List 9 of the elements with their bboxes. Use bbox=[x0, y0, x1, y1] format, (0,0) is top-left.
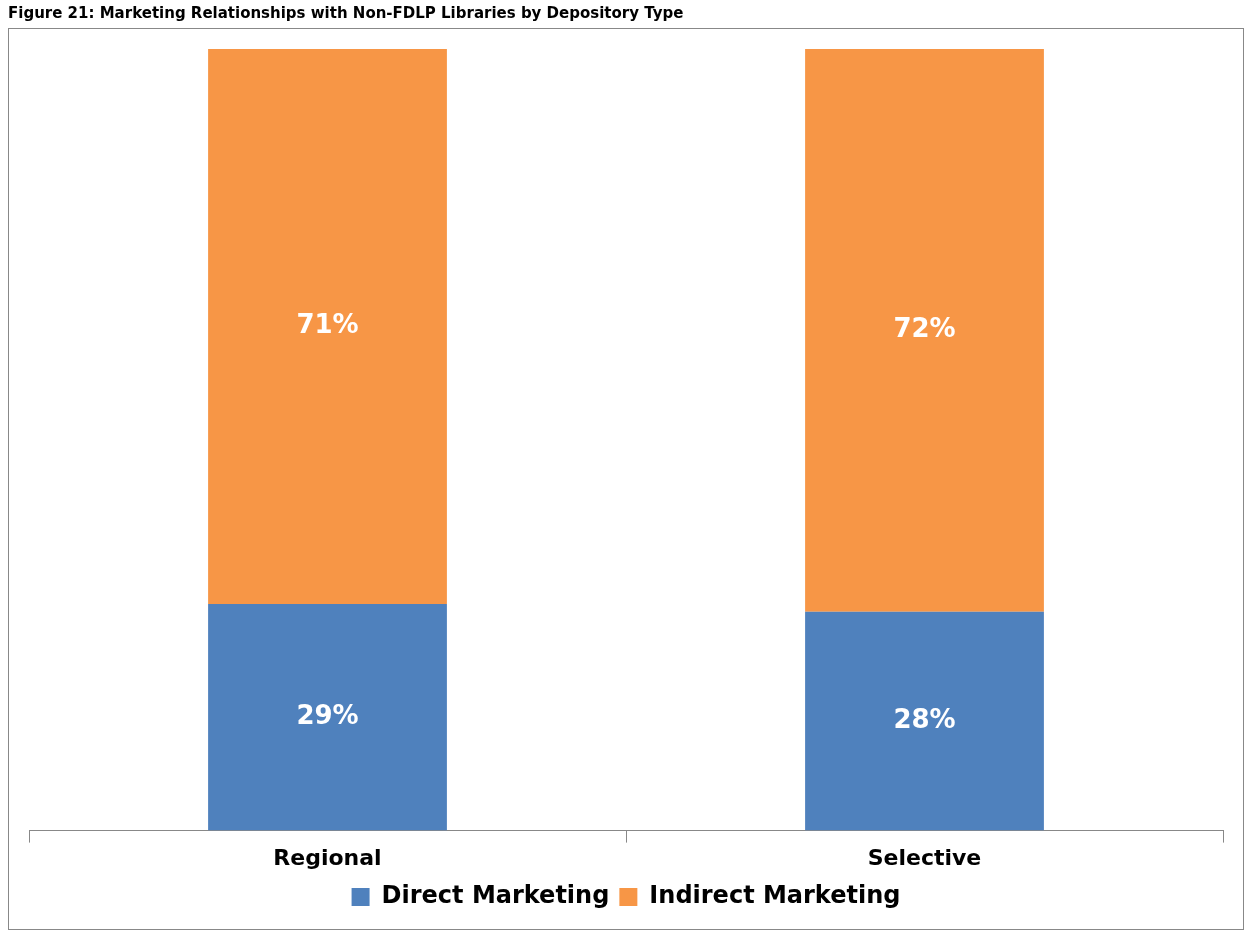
data-label: 29% bbox=[296, 700, 359, 731]
legend-label: Direct Marketing bbox=[381, 881, 610, 910]
x-tick-label: Regional bbox=[273, 844, 382, 870]
x-tick-label: Selective bbox=[867, 844, 982, 870]
legend-label: Indirect Marketing bbox=[649, 881, 901, 910]
data-label: 28% bbox=[893, 703, 956, 734]
data-label: 71% bbox=[296, 309, 359, 340]
chart-title: Figure 21: Marketing Relationships with Non-FDLP Libraries by Depository Type bbox=[7, 3, 685, 24]
data-label: 72% bbox=[893, 313, 956, 344]
